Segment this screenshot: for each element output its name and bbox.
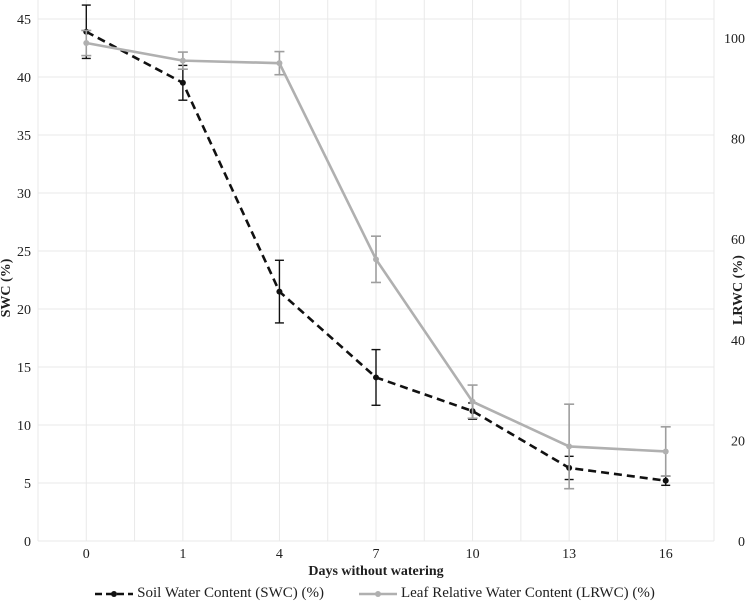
- data-point-marker: [373, 374, 379, 381]
- left-axis-title: SWC (%): [0, 258, 14, 317]
- x-axis-tick-label: 1: [179, 547, 186, 562]
- chart-legend: Soil Water Content (SWC) (%) Leaf Relativ…: [0, 585, 749, 602]
- data-point-marker: [469, 398, 476, 405]
- left-axis-tick-label: 35: [17, 129, 31, 144]
- right-axis-tick-label: 0: [738, 535, 745, 550]
- x-axis-tick-label: 10: [466, 547, 480, 562]
- left-axis-tick-label: 0: [24, 535, 31, 550]
- left-axis-tick-label: 25: [17, 245, 31, 260]
- data-point-marker: [83, 40, 90, 47]
- left-axis-tick-label: 20: [17, 303, 31, 318]
- x-axis-tick-label: 4: [276, 547, 283, 562]
- x-axis-tick-label: 13: [562, 547, 576, 562]
- legend-label: Soil Water Content (SWC) (%): [137, 585, 324, 601]
- legend-item-lrwc: Leaf Relative Water Content (LRWC) (%): [358, 585, 655, 602]
- lrwc-legend-swatch-icon: [358, 590, 397, 597]
- x-axis-tick-label: 7: [373, 547, 380, 562]
- data-point-marker: [276, 288, 283, 295]
- data-point-marker: [662, 477, 669, 484]
- left-axis-tick-label: 15: [17, 361, 31, 376]
- right-axis-title: LRWC (%): [731, 255, 746, 325]
- series-lrwc: [81, 29, 671, 490]
- left-axis-tick-label: 45: [17, 13, 31, 28]
- right-axis-tick-label: 100: [724, 32, 745, 47]
- left-axis-tick-label: 30: [17, 187, 31, 202]
- data-point-marker: [276, 60, 283, 67]
- x-axis-tick-label: 16: [659, 547, 673, 562]
- x-axis-title: Days without watering: [308, 564, 443, 578]
- legend-item-swc: Soil Water Content (SWC) (%): [94, 585, 324, 602]
- data-point-marker: [179, 57, 186, 64]
- data-point-marker: [373, 256, 379, 263]
- data-point-marker: [662, 448, 669, 455]
- left-axis-tick-label: 5: [24, 477, 31, 492]
- left-axis-tick-label: 10: [17, 419, 31, 434]
- axis-labels: 0 5 10 15 20 25 30 35 40 45 0 20 40 60 80 100 0 1 4 7 10 13 16: [17, 13, 745, 562]
- data-point-marker: [179, 79, 186, 86]
- left-axis-tick-label: 40: [17, 71, 31, 86]
- right-axis-tick-label: 20: [731, 434, 745, 449]
- right-axis-tick-label: 80: [731, 133, 745, 148]
- x-axis-tick-label: 0: [83, 547, 90, 562]
- right-axis-tick-label: 40: [731, 334, 745, 349]
- swc-legend-swatch-icon: [95, 590, 134, 597]
- legend-label: Leaf Relative Water Content (LRWC) (%): [400, 585, 655, 601]
- series-layer: [81, 4, 671, 490]
- data-point-marker: [566, 443, 573, 450]
- dual-axis-line-chart: 0 5 10 15 20 25 30 35 40 45 0 20 40 60 80 100 0 1 4 7 10 13 16…: [0, 0, 746, 579]
- right-axis-tick-label: 60: [731, 233, 745, 248]
